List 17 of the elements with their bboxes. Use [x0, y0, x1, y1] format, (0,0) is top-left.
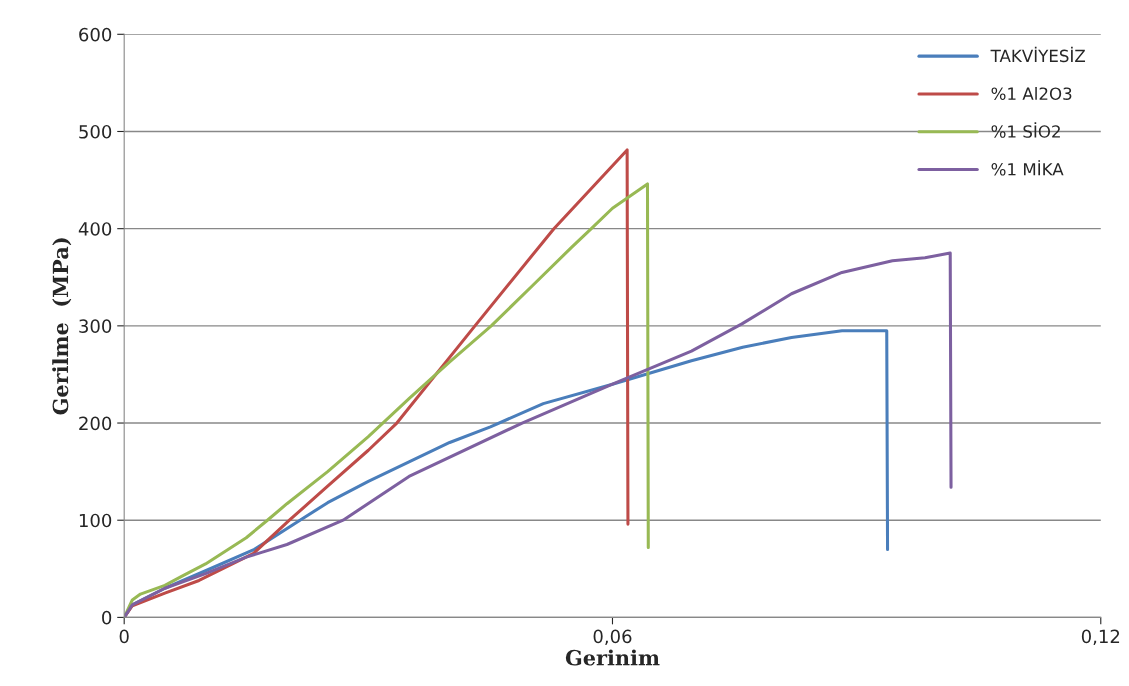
line-series — [124, 251, 953, 618]
legend-label: %1 SİO2 — [991, 122, 1060, 138]
legend-label: %1 Al2O3 — [991, 87, 1072, 100]
x-tick-label: 0,12 — [1081, 629, 1120, 646]
y-tick-label: 100 — [79, 513, 112, 528]
y-tick-label: 300 — [79, 319, 112, 333]
legend-label: %1 MİKA — [991, 160, 1064, 176]
y-tick-label: 0 — [102, 610, 112, 625]
legend-label: TAKVİYESİZ — [990, 46, 1086, 63]
y-axis-title: Gerilme (MPa) — [52, 238, 72, 415]
x-tick-label: 0 — [119, 629, 129, 644]
y-tick-label: 200 — [79, 416, 112, 431]
y-tick-label: 600 — [79, 27, 112, 42]
y-tick-label: 400 — [78, 222, 112, 236]
x-axis-title: Gerinim — [565, 649, 660, 666]
x-tick-label: 0,06 — [593, 629, 632, 646]
y-tick-label: 500 — [79, 124, 112, 139]
